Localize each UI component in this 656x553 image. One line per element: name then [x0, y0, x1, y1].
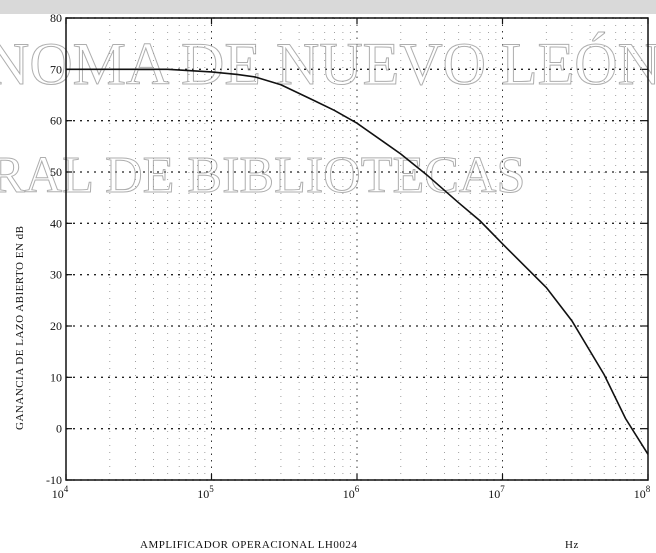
- x-axis-title: AMPLIFICADOR OPERACIONAL LH0024: [140, 539, 357, 551]
- y-tick-label: 80: [50, 11, 62, 25]
- tick-labels: -10 0 10 20 30 40 50 60 70 80 104 105 106 107 108: [46, 11, 651, 501]
- axis-ticks: [65, 17, 649, 481]
- x-tick-label: 105: [197, 484, 214, 501]
- y-tick-label: 50: [50, 165, 62, 179]
- y-tick-label: -10: [46, 473, 62, 487]
- watermark-line-2: RAL DE BIBLIOTECAS: [0, 147, 525, 204]
- x-tick-label: 104: [52, 484, 69, 501]
- y-axis-title: GANANCIA DE LAZO ABIERTO EN dB: [14, 226, 26, 431]
- x-tick-label: 106: [343, 484, 360, 501]
- x-tick-label: 108: [634, 484, 651, 501]
- series-line-gain: [66, 68, 649, 455]
- y-tick-label: 70: [50, 62, 62, 76]
- y-tick-label: 30: [50, 268, 62, 282]
- y-tick-label: 40: [50, 216, 62, 230]
- y-tick-label: 10: [50, 370, 62, 384]
- watermark-line-1: NOMA DE NUEVO LEÓN: [0, 31, 656, 97]
- y-tick-label: 60: [50, 114, 62, 128]
- y-tick-label: 0: [56, 422, 62, 436]
- x-axis-unit: Hz: [565, 539, 579, 551]
- scan-top-band: [0, 0, 656, 14]
- x-tick-label: 107: [488, 484, 505, 501]
- y-tick-label: 20: [50, 319, 62, 333]
